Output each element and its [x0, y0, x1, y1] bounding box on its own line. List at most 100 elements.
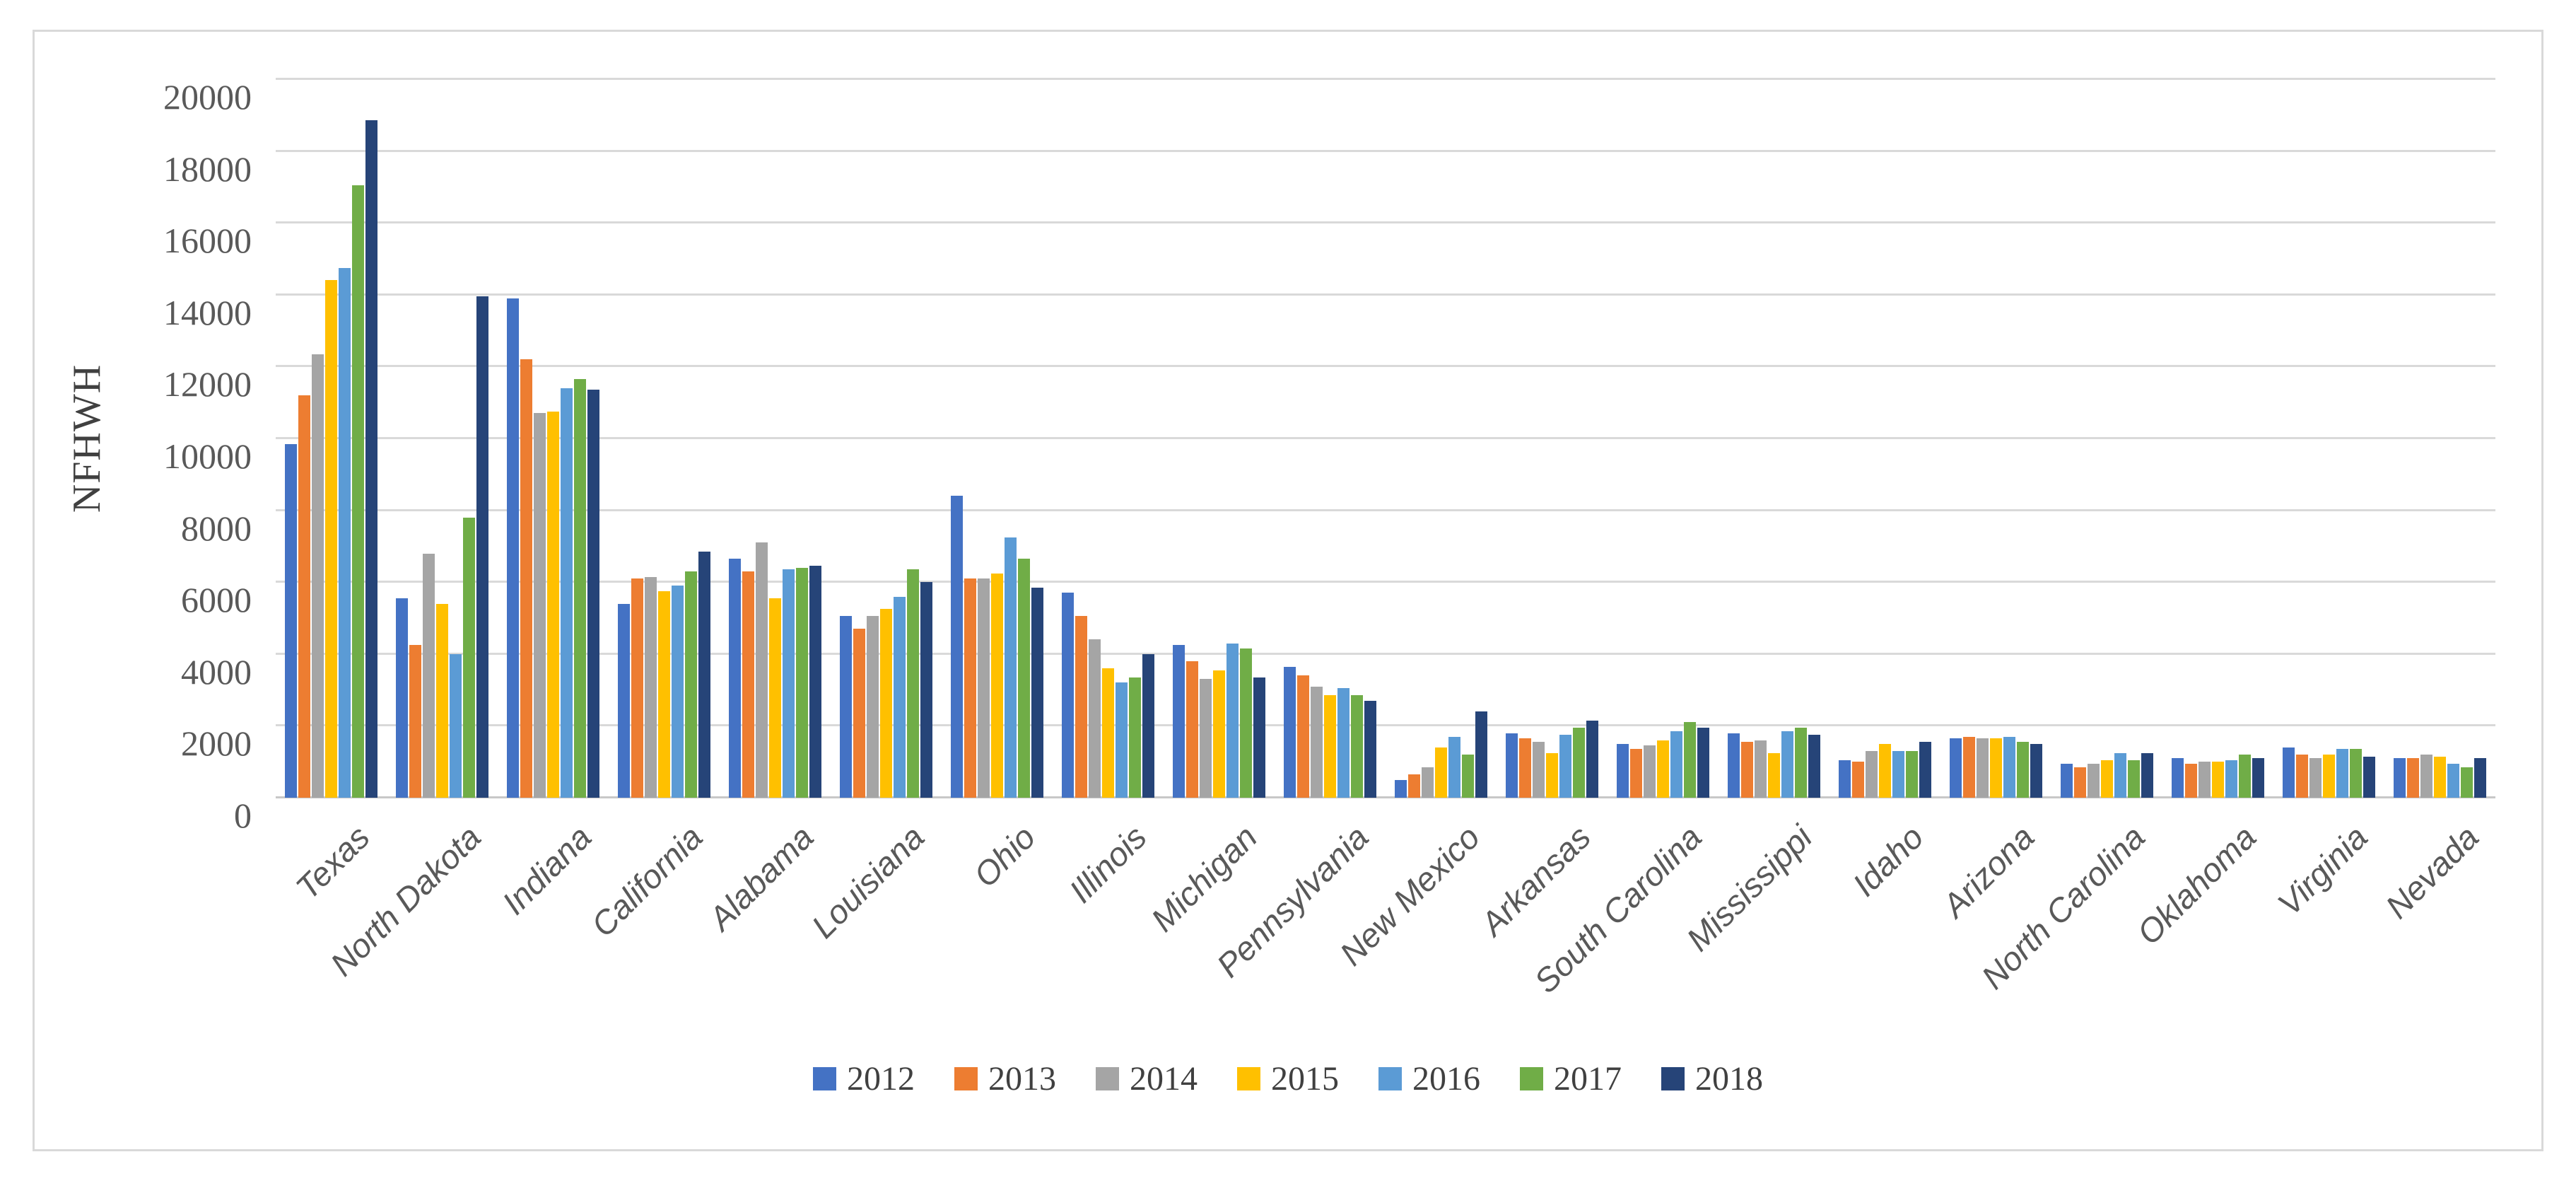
- bar-2018: [2474, 758, 2486, 798]
- bar-2012: [396, 598, 408, 798]
- bar-2014: [2309, 758, 2322, 798]
- y-tick-label: 14000: [163, 292, 252, 332]
- bar-2015: [1546, 752, 1558, 798]
- bar-2017: [685, 571, 697, 798]
- bar-2018: [587, 390, 599, 798]
- bar-group-nevada: [2384, 79, 2495, 798]
- x-axis-line: [276, 796, 2495, 798]
- bar-2017: [1462, 755, 1474, 798]
- bar-2015: [1879, 743, 1891, 798]
- bar-2017: [2350, 749, 2362, 798]
- bar-2018: [698, 552, 710, 798]
- bar-2013: [1852, 762, 1864, 798]
- bar-2016: [894, 596, 906, 798]
- bar-2014: [1422, 767, 1434, 798]
- bar-2017: [1129, 677, 1141, 798]
- gridline: [276, 365, 2495, 368]
- bar-2012: [951, 496, 963, 798]
- bar-2015: [1657, 740, 1669, 798]
- bar-group-mississippi: [1719, 79, 1829, 798]
- bar-2013: [2185, 763, 2197, 798]
- bar-2015: [1435, 747, 1447, 798]
- bar-group-ohio: [942, 79, 1053, 798]
- bar-2013: [1741, 742, 1753, 798]
- bar-2012: [1728, 733, 1740, 798]
- bar-2018: [1697, 727, 1709, 798]
- legend-swatch-icon: [813, 1067, 836, 1090]
- bar-2014: [1311, 686, 1323, 798]
- bar-2017: [2128, 760, 2140, 798]
- bar-2017: [796, 567, 808, 798]
- bar-2013: [1075, 616, 1087, 798]
- bar-group-north-carolina: [2051, 79, 2162, 798]
- gridline: [276, 78, 2495, 80]
- bar-2015: [991, 573, 1003, 798]
- bar-2014: [423, 553, 435, 798]
- y-tick-label: 18000: [163, 149, 252, 189]
- y-tick-label: 6000: [181, 580, 252, 620]
- bar-group-virginia: [2273, 79, 2384, 798]
- bar-2018: [2030, 743, 2042, 798]
- bar-2013: [964, 578, 976, 798]
- bar-group-new-mexico: [1386, 79, 1497, 798]
- bar-2012: [729, 559, 741, 798]
- bar-group-idaho: [1829, 79, 1940, 798]
- bar-2013: [742, 571, 754, 798]
- bar-2015: [2101, 760, 2113, 798]
- bar-2013: [1963, 736, 1975, 798]
- bar-2017: [1795, 727, 1807, 798]
- bars-area: [276, 79, 2495, 798]
- bar-2017: [2461, 767, 2473, 798]
- bar-group-indiana: [498, 79, 609, 798]
- bar-2014: [1755, 740, 1767, 798]
- bar-2015: [769, 598, 781, 798]
- bar-2017: [1684, 722, 1696, 798]
- bar-2018: [2141, 752, 2153, 798]
- y-axis-tick-labels: 0 2000 4000 6000 8000 10000 12000 14000 16000 180…: [106, 79, 256, 833]
- bar-2017: [1573, 727, 1585, 798]
- bar-2016: [1781, 731, 1793, 798]
- bar-2014: [2088, 763, 2100, 798]
- bar-2014: [1200, 679, 1212, 798]
- bar-2016: [2336, 749, 2348, 798]
- bar-2017: [1906, 750, 1918, 798]
- bar-2015: [1990, 738, 2002, 798]
- bar-2017: [463, 517, 475, 798]
- bar-2012: [1173, 645, 1185, 798]
- bar-2012: [1284, 666, 1296, 798]
- legend-item-2015: 2015: [1237, 1059, 1339, 1098]
- bar-2015: [2434, 756, 2446, 798]
- bar-group-arizona: [1940, 79, 2051, 798]
- bar-group-pennsylvania: [1275, 79, 1386, 798]
- bar-2016: [672, 586, 684, 798]
- bar-2015: [2212, 762, 2224, 798]
- bar-2016: [561, 388, 573, 798]
- bar-2013: [409, 645, 421, 798]
- bar-2013: [1408, 774, 1420, 798]
- bar-2015: [880, 609, 892, 798]
- bar-2018: [1586, 720, 1598, 798]
- bar-2013: [2407, 758, 2419, 798]
- gridline: [276, 149, 2495, 152]
- bar-2013: [1630, 749, 1642, 798]
- legend-item-2013: 2013: [954, 1059, 1056, 1098]
- legend-label: 2017: [1554, 1060, 1622, 1098]
- bar-2018: [2363, 756, 2375, 798]
- gridline: [276, 437, 2495, 439]
- y-axis-title: NFHWH: [62, 79, 112, 798]
- bar-2016: [1226, 643, 1239, 798]
- bar-2016: [2003, 736, 2015, 798]
- bar-2012: [1839, 760, 1851, 798]
- bar-2015: [1324, 695, 1336, 798]
- bar-2014: [1866, 750, 1878, 798]
- bar-2013: [520, 359, 532, 798]
- bar-2018: [476, 296, 488, 798]
- bar-2015: [1213, 670, 1225, 798]
- bar-group-illinois: [1053, 79, 1164, 798]
- legend-label: 2014: [1130, 1060, 1198, 1098]
- bar-2018: [1031, 587, 1043, 798]
- legend-item-2016: 2016: [1378, 1059, 1480, 1098]
- bar-2017: [2239, 755, 2251, 798]
- bar-2014: [978, 578, 990, 798]
- bar-2017: [1351, 695, 1363, 798]
